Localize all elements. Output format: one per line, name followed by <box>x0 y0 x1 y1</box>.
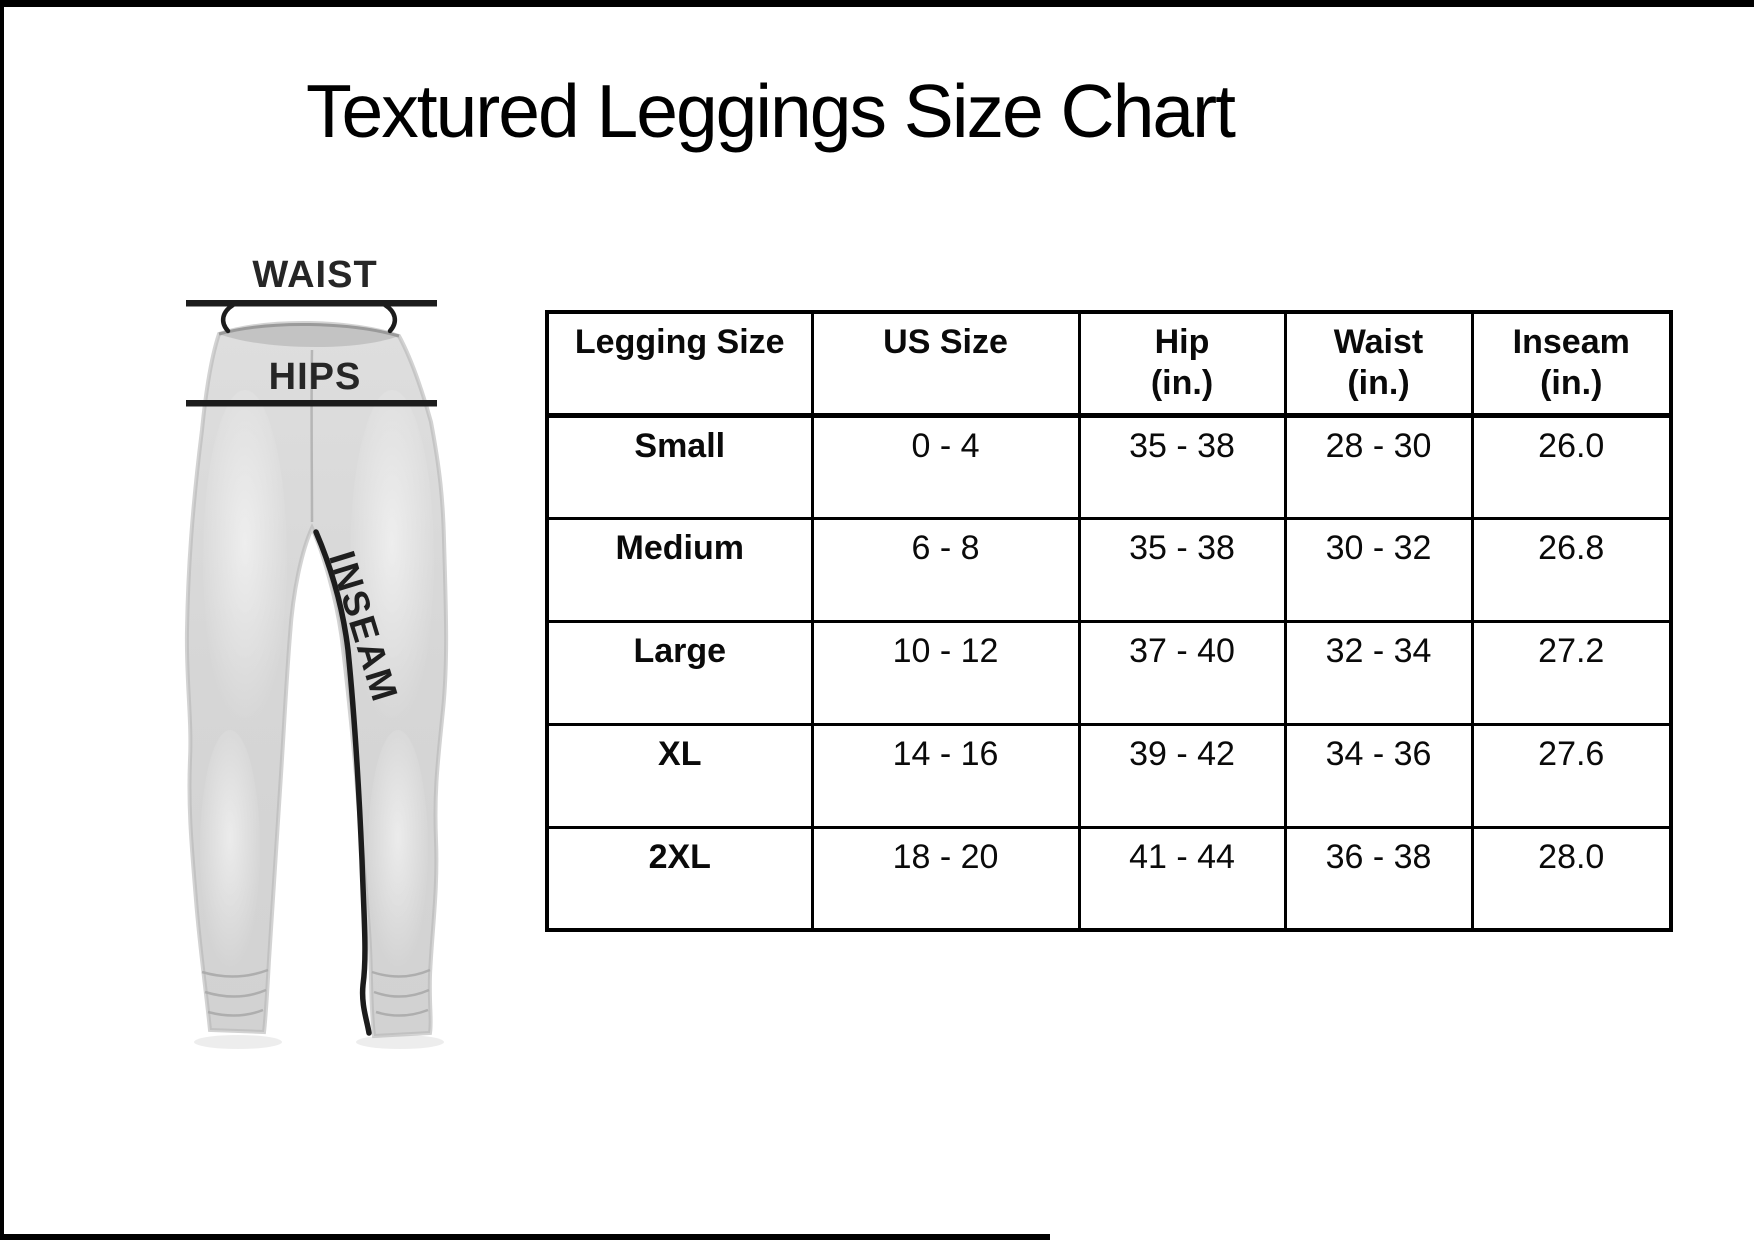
cell-hip: 41 - 44 <box>1077 825 1287 932</box>
floor-shadow-left <box>194 1035 282 1049</box>
table-row: Large 10 - 12 37 - 40 32 - 34 27.2 <box>545 619 1673 726</box>
leggings-figure: WAIST HIPS INSEAM <box>150 230 480 1050</box>
cell-inseam: 28.0 <box>1470 825 1673 932</box>
table-row: 2XL 18 - 20 41 - 44 36 - 38 28.0 <box>545 825 1673 932</box>
cell-inseam: 27.2 <box>1470 619 1673 726</box>
page-title: Textured Leggings Size Chart <box>306 69 1236 153</box>
waist-hook-right <box>382 302 398 334</box>
cell-size: XL <box>545 722 814 829</box>
cell-waist: 34 - 36 <box>1283 722 1474 829</box>
page-border-left <box>0 0 4 1240</box>
header-label: Inseam <box>1512 323 1630 361</box>
header-row: Legging Size US Size Hip (in.) Waist (in… <box>545 310 1673 418</box>
cell-hip: 35 - 38 <box>1077 516 1287 623</box>
size-table: Legging Size US Size Hip (in.) Waist (in… <box>545 310 1673 932</box>
header-waist: Waist (in.) <box>1283 310 1474 418</box>
header-inseam: Inseam (in.) <box>1470 310 1673 418</box>
cell-inseam: 26.8 <box>1470 516 1673 623</box>
cell-size: Large <box>545 619 814 726</box>
left-ankle-wrinkles <box>201 968 269 1017</box>
waist-hook-left <box>220 302 236 334</box>
highlight-left-leg <box>203 390 287 730</box>
leggings-illustration <box>184 300 449 1049</box>
cell-inseam: 27.6 <box>1470 722 1673 829</box>
cell-waist: 36 - 38 <box>1283 825 1474 932</box>
header-legging-size: Legging Size <box>545 310 814 418</box>
cell-waist: 30 - 32 <box>1283 516 1474 623</box>
waist-label: WAIST <box>252 254 378 296</box>
cell-waist: 32 - 34 <box>1283 619 1474 726</box>
header-label: Hip <box>1154 323 1210 361</box>
cell-us: 6 - 8 <box>810 516 1081 623</box>
cell-inseam: 26.0 <box>1470 413 1673 520</box>
header-unit: (in.) <box>1540 363 1603 402</box>
inseam-line <box>313 529 372 1036</box>
header-label: Legging Size <box>574 323 785 361</box>
cell-size: Small <box>545 413 814 520</box>
page-border-top <box>0 0 1754 7</box>
header-label: Waist <box>1333 323 1424 361</box>
cell-us: 18 - 20 <box>810 825 1081 932</box>
highlight-right-leg <box>350 390 434 730</box>
cell-hip: 37 - 40 <box>1077 619 1287 726</box>
cell-size: 2XL <box>545 825 814 932</box>
header-us-size: US Size <box>810 310 1081 418</box>
table-row: Medium 6 - 8 35 - 38 30 - 32 26.8 <box>545 516 1673 623</box>
hips-label: HIPS <box>268 356 362 398</box>
highlight-left-calf <box>200 730 260 970</box>
highlight-right-calf <box>368 730 428 970</box>
hips-line <box>186 400 437 407</box>
table-row: Small 0 - 4 35 - 38 28 - 30 26.0 <box>545 413 1673 520</box>
header-unit: (in.) <box>1347 363 1410 402</box>
cell-us: 10 - 12 <box>810 619 1081 726</box>
cell-us: 14 - 16 <box>810 722 1081 829</box>
header-hip: Hip (in.) <box>1077 310 1287 418</box>
cell-size: Medium <box>545 516 814 623</box>
cell-hip: 35 - 38 <box>1077 413 1287 520</box>
right-ankle-wrinkles <box>371 968 431 1017</box>
cell-waist: 28 - 30 <box>1283 413 1474 520</box>
floor-shadow-right <box>356 1035 444 1049</box>
cell-hip: 39 - 42 <box>1077 722 1287 829</box>
waistband-edge <box>218 323 400 338</box>
header-label: US Size <box>883 323 1008 361</box>
header-unit: (in.) <box>1150 363 1214 402</box>
waist-line <box>186 300 437 307</box>
table-row: XL 14 - 16 39 - 42 34 - 36 27.6 <box>545 722 1673 829</box>
cell-us: 0 - 4 <box>810 413 1081 520</box>
page-border-bottom <box>0 1234 1050 1240</box>
waistband-opening <box>219 324 399 348</box>
